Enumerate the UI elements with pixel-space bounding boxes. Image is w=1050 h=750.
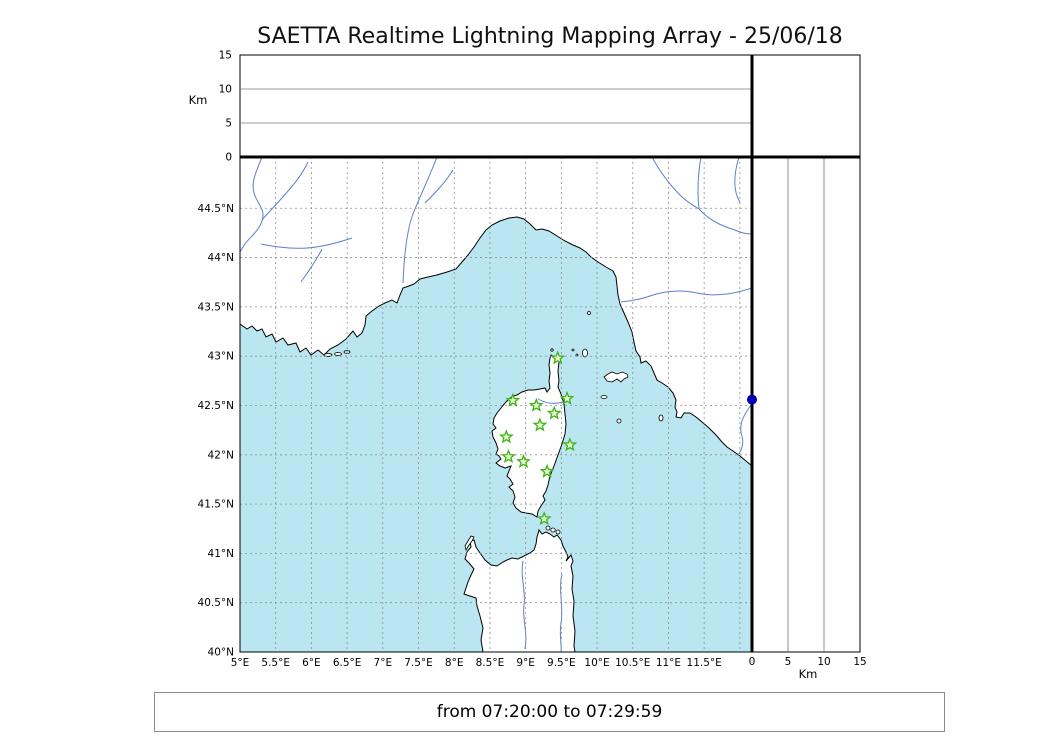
map-graticule: [240, 157, 752, 652]
alt-tick-label-left: 5: [225, 118, 232, 130]
river-arno: [620, 287, 752, 303]
lat-tick-label: 44.5°N: [198, 203, 234, 215]
lat-tick-label: 44°N: [208, 252, 234, 264]
lon-tick-label: 6.5°E: [333, 657, 362, 669]
lat-tick-label: 40°N: [208, 647, 234, 659]
lightning-points: [747, 394, 757, 405]
lon-tick-label: 7°E: [374, 657, 393, 669]
lat-tick-label: 41.5°N: [198, 499, 234, 511]
river-var: [402, 157, 438, 284]
alt-tick-label-right: 0: [749, 656, 756, 668]
island-montecristo: [616, 418, 622, 424]
lat-tick-label: 42°N: [208, 449, 234, 461]
lat-tick-label: 43.5°N: [198, 301, 234, 313]
islet-cap-corse-2: [575, 353, 579, 357]
river-verdon: [260, 237, 353, 249]
time-window-box: from 07:20:00 to 07:29:59: [154, 692, 945, 732]
lat-tick-label: 42.5°N: [198, 400, 234, 412]
lat-tick-label: 41°N: [208, 548, 234, 560]
river-tiber: [737, 403, 752, 456]
lon-tick-label: 9.5°E: [547, 657, 576, 669]
island-port-cros: [334, 352, 342, 356]
river-durance-branch: [261, 161, 309, 221]
coastline-corsica: [491, 354, 567, 518]
river-var-branch: [424, 169, 454, 204]
lightning-source-point: [747, 394, 757, 405]
lon-tick-label: 10°E: [584, 657, 609, 669]
river-po-trib-3: [698, 208, 736, 231]
lat-tick-label: 40.5°N: [198, 597, 234, 609]
altitude-histogram-panel: [751, 54, 861, 158]
island-elba: [603, 371, 629, 383]
island-maddalena-1: [545, 525, 551, 531]
river-po-trib-2: [697, 157, 702, 210]
islet-giraglia: [550, 348, 554, 352]
alt-tick-label-right: 5: [785, 656, 792, 668]
lon-tick-label: 9°E: [516, 657, 535, 669]
lon-tick-label: 6°E: [302, 657, 321, 669]
island-capraia: [582, 348, 588, 358]
right-axis-unit-label: Km: [799, 667, 818, 681]
lon-tick-label: 7.5°E: [404, 657, 433, 669]
river-po-trib-1: [651, 157, 700, 210]
river-po-trib-4: [734, 157, 741, 204]
lat-tick-label: 43°N: [208, 351, 234, 363]
island-pianosa: [600, 395, 608, 399]
left-axis-unit-label: Km: [189, 93, 208, 107]
alt-tick-label-right: 15: [853, 656, 866, 668]
island-asinara: [464, 535, 475, 552]
time-window-text: from 07:20:00 to 07:29:59: [436, 702, 663, 722]
island-gorgona: [587, 311, 591, 315]
alt-tick-label-left: 15: [219, 50, 232, 62]
lon-tick-label: 5°E: [231, 657, 250, 669]
altitude-panels-gridlines: [240, 88, 825, 652]
island-porquerolles: [323, 353, 333, 357]
alt-tick-label-left: 10: [219, 84, 232, 96]
altitude-longitude-panel: [239, 54, 753, 158]
axis-tick-labels: 44.5°N 44°N 43.5°N 43°N 42.5°N 42°N 41.5°N 41°N…: [198, 50, 867, 670]
island-maddalena-3: [555, 529, 561, 535]
island-maddalena-2: [550, 527, 556, 533]
lon-tick-label: 11.5°E: [687, 657, 722, 669]
coastline-france-italy: [240, 157, 752, 467]
lon-tick-label: 10.5°E: [615, 657, 650, 669]
river-argens: [300, 248, 323, 283]
lon-tick-label: 8°E: [445, 657, 464, 669]
alt-tick-label-right: 10: [817, 656, 830, 668]
alt-tick-label-left: 0: [225, 152, 232, 164]
river-coghinas: [521, 560, 527, 650]
figure-title: SAETTA Realtime Lightning Mapping Array …: [257, 24, 843, 49]
lon-tick-label: 11°E: [656, 657, 681, 669]
lon-tick-label: 5.5°E: [261, 657, 290, 669]
lon-tick-label: 8.5°E: [476, 657, 505, 669]
river-golo: [537, 398, 564, 404]
map-art: [240, 157, 752, 652]
island-giglio: [658, 414, 664, 422]
coastline-sardinia: [463, 528, 576, 652]
altitude-latitude-panel: [751, 156, 861, 653]
islet-cap-corse-1: [571, 348, 575, 352]
